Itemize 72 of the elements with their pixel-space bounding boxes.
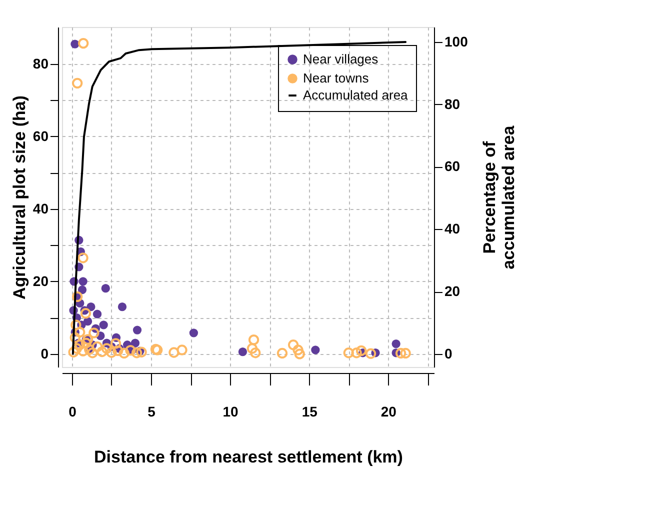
point: [189, 328, 198, 338]
point: [246, 343, 258, 354]
y2-axis-title: Percentage of accumulated area: [480, 125, 518, 270]
legend-label: Accumulated area: [303, 88, 409, 102]
y2-tick-label: 40: [444, 220, 460, 237]
point: [176, 344, 188, 356]
point: [68, 346, 79, 358]
point: [125, 345, 136, 356]
y-tick-label: 20: [32, 272, 49, 289]
point: [99, 320, 108, 330]
point: [70, 40, 80, 48]
y2-tick-label: 80: [444, 96, 460, 112]
x-axis-title: Distance from nearest settlement (km): [94, 448, 403, 466]
point: [351, 348, 362, 358]
point: [311, 346, 320, 354]
point: [400, 348, 411, 359]
point: [118, 302, 127, 312]
x-tick-label: 10: [222, 404, 239, 420]
x-tick-label: 5: [148, 404, 156, 420]
point: [130, 338, 140, 348]
point: [110, 338, 122, 349]
y-tick-label: 40: [32, 200, 49, 216]
y2-tick-label: 100: [444, 33, 468, 50]
point: [276, 348, 288, 359]
point: [82, 334, 94, 345]
point: [88, 328, 100, 338]
point: [86, 302, 96, 312]
y-tick-label: 60: [32, 128, 49, 144]
legend-label: Near villages: [303, 52, 379, 66]
point: [92, 310, 102, 318]
x-tick-label: 15: [302, 404, 318, 420]
point: [112, 345, 124, 356]
point: [250, 348, 261, 358]
point: [80, 308, 92, 319]
y2-tick-label: 0: [444, 345, 452, 362]
point: [132, 326, 142, 334]
point: [395, 348, 406, 359]
y2-tick-label: 60: [444, 158, 460, 174]
point: [238, 347, 248, 356]
point: [343, 348, 354, 358]
point: [288, 340, 299, 350]
point: [87, 348, 98, 358]
point: [92, 341, 103, 352]
x-tick-label: 0: [68, 404, 77, 420]
point: [365, 348, 376, 359]
point: [168, 347, 180, 358]
point: [101, 343, 112, 354]
point: [356, 345, 367, 356]
point: [292, 344, 304, 356]
point: [392, 339, 400, 348]
point: [72, 78, 83, 89]
x-tick-label: 20: [380, 404, 397, 420]
point: [78, 285, 87, 294]
y2-tick-label: 20: [444, 283, 460, 300]
y-tick-label: 80: [32, 55, 49, 72]
point: [106, 347, 117, 358]
point: [78, 38, 89, 49]
point: [294, 348, 305, 360]
point: [101, 284, 110, 293]
point: [248, 334, 260, 346]
point: [96, 346, 108, 358]
point: [131, 348, 142, 358]
point: [70, 320, 82, 330]
y-tick-label: 0: [40, 345, 49, 362]
point: [136, 346, 147, 358]
y-axis-title: Agricultural plot size (ha): [10, 95, 29, 300]
legend-label: Near towns: [303, 70, 370, 86]
point: [78, 277, 88, 286]
point: [118, 348, 130, 359]
point: [74, 326, 86, 338]
point: [70, 332, 80, 343]
point: [78, 252, 88, 264]
